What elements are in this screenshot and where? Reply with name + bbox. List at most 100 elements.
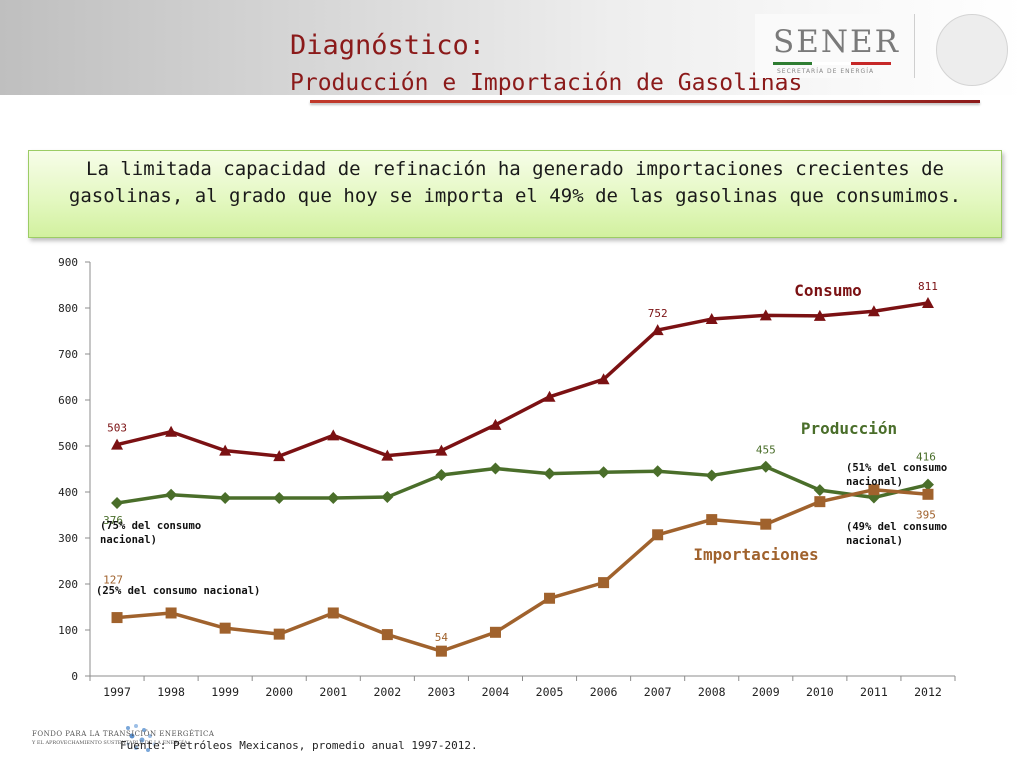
produccion-marker bbox=[921, 478, 934, 491]
consumo-marker bbox=[435, 444, 448, 456]
produccion-marker bbox=[759, 460, 772, 473]
produccion-marker bbox=[543, 467, 556, 480]
consumo-marker bbox=[759, 309, 772, 321]
fund-logo: FONDO PARA LA TRANSICIÓN ENERGÉTICA Y EL… bbox=[30, 722, 214, 762]
annotation-production-2012: (51% del consumo bbox=[846, 462, 947, 474]
importaciones-line bbox=[116, 487, 929, 653]
importaciones-marker bbox=[544, 592, 556, 604]
produccion-marker bbox=[381, 491, 394, 504]
x-tick-label: 2009 bbox=[752, 685, 780, 699]
importaciones-marker bbox=[111, 612, 123, 624]
annotation-imports-1997: (25% del consumo nacional) bbox=[96, 585, 260, 597]
produccion-marker bbox=[813, 484, 826, 497]
x-tick-label: 2003 bbox=[428, 685, 456, 699]
produccion-data-label: 416 bbox=[916, 451, 936, 464]
consumo-data-label: 811 bbox=[918, 280, 938, 293]
y-tick-label: 700 bbox=[58, 348, 78, 361]
consumo-marker bbox=[381, 449, 394, 461]
sener-logo-text: SENER bbox=[773, 24, 900, 60]
slide-title: Diagnóstico: bbox=[290, 30, 486, 61]
produccion-marker bbox=[273, 491, 286, 504]
x-tick-label: 2002 bbox=[373, 685, 401, 699]
sener-logo-tagline: SECRETARÍA DE ENERGÍA bbox=[777, 68, 875, 75]
importaciones-marker bbox=[652, 529, 664, 541]
consumo-data-label: 503 bbox=[107, 422, 127, 435]
y-tick-label: 200 bbox=[58, 578, 78, 591]
produccion-marker bbox=[489, 462, 502, 475]
produccion-marker bbox=[651, 465, 664, 478]
consumo-name-label: Consumo bbox=[794, 281, 861, 300]
annotation-imports-2012: (49% del consumo bbox=[846, 521, 947, 533]
consumo-data-label: 752 bbox=[648, 307, 668, 320]
produccion-marker bbox=[165, 488, 178, 501]
x-tick-label: 2006 bbox=[590, 685, 618, 699]
summary-text: La limitada capacidad de refinación ha g… bbox=[68, 158, 962, 207]
annotation-production-1997: (75% del consumo bbox=[100, 520, 201, 532]
produccion-data-label: 455 bbox=[756, 444, 776, 457]
x-tick-label: 2011 bbox=[860, 685, 888, 699]
consumo-marker bbox=[651, 324, 664, 336]
x-tick-label: 1998 bbox=[157, 685, 185, 699]
importaciones-marker bbox=[814, 496, 826, 508]
produccion-name-label: Producción bbox=[801, 419, 897, 438]
title-underline bbox=[310, 100, 980, 103]
produccion-marker bbox=[111, 497, 124, 510]
annotation-imports-2012: nacional) bbox=[846, 535, 903, 547]
fund-logo-dots-icon bbox=[126, 724, 156, 752]
produccion-marker bbox=[219, 491, 232, 504]
consumo-marker bbox=[813, 309, 826, 321]
consumo-marker bbox=[111, 438, 124, 450]
y-tick-label: 500 bbox=[58, 440, 78, 453]
consumo-line bbox=[116, 301, 929, 458]
importaciones-marker bbox=[327, 607, 339, 619]
consumo-marker bbox=[867, 305, 880, 317]
importaciones-marker bbox=[219, 622, 231, 634]
produccion-marker bbox=[327, 491, 340, 504]
importaciones-marker bbox=[598, 577, 610, 589]
importaciones-marker bbox=[489, 626, 501, 638]
slide-subtitle: Producción e Importación de Gasolinas bbox=[290, 70, 803, 96]
x-tick-label: 2005 bbox=[536, 685, 564, 699]
x-tick-label: 2004 bbox=[482, 685, 510, 699]
sener-logo-stripe bbox=[773, 62, 891, 65]
y-tick-label: 600 bbox=[58, 394, 78, 407]
produccion-marker bbox=[705, 469, 718, 482]
produccion-line bbox=[116, 464, 929, 505]
x-tick-label: 2008 bbox=[698, 685, 726, 699]
consumo-marker bbox=[273, 450, 286, 462]
y-tick-label: 100 bbox=[58, 624, 78, 637]
consumo-marker bbox=[219, 444, 232, 456]
consumo-marker bbox=[705, 313, 718, 325]
x-tick-label: 1997 bbox=[103, 685, 131, 699]
y-tick-label: 300 bbox=[58, 532, 78, 545]
consumo-marker bbox=[489, 418, 502, 430]
importaciones-marker bbox=[165, 607, 177, 619]
produccion-data-label: 376 bbox=[103, 514, 123, 527]
importaciones-marker bbox=[868, 484, 880, 496]
fund-logo-line2: Y EL APROVECHAMIENTO SUSTENTABLE DE LA E… bbox=[32, 740, 188, 746]
chart-source: Fuente: Petróleos Mexicanos, promedio an… bbox=[120, 739, 478, 752]
importaciones-marker bbox=[706, 514, 718, 526]
y-tick-label: 400 bbox=[58, 486, 78, 499]
importaciones-name-label: Importaciones bbox=[693, 545, 818, 564]
annotation-production-1997: nacional) bbox=[100, 534, 157, 546]
importaciones-data-label: 54 bbox=[435, 631, 449, 644]
national-seal-icon bbox=[936, 14, 1008, 86]
y-tick-label: 800 bbox=[58, 302, 78, 315]
consumo-marker bbox=[597, 373, 610, 385]
produccion-marker bbox=[597, 466, 610, 479]
x-tick-label: 2000 bbox=[265, 685, 293, 699]
importaciones-data-label: 127 bbox=[103, 574, 123, 587]
importaciones-marker bbox=[922, 488, 934, 500]
x-tick-label: 2007 bbox=[644, 685, 672, 699]
consumo-marker bbox=[327, 429, 340, 441]
x-tick-label: 2010 bbox=[806, 685, 834, 699]
y-tick-label: 900 bbox=[58, 256, 78, 269]
x-tick-label: 2001 bbox=[319, 685, 347, 699]
importaciones-marker bbox=[273, 628, 285, 640]
x-tick-label: 1999 bbox=[211, 685, 239, 699]
summary-callout: La limitada capacidad de refinación ha g… bbox=[28, 150, 1002, 238]
consumo-marker bbox=[543, 390, 556, 402]
y-tick-label: 0 bbox=[71, 670, 78, 683]
